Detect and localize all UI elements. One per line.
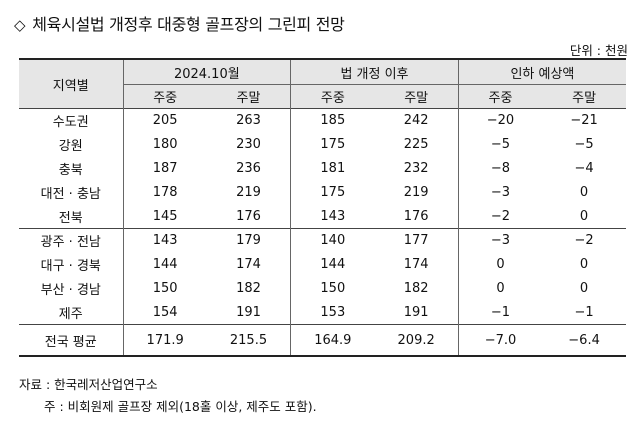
footnote: 주 : 비회원제 골프장 제외(18홀 이상, 제주도 포함). [44, 399, 317, 414]
value-cell: 144 [290, 252, 375, 277]
table-row: 광주 · 전남 143 179 140 177 −3 −2 [19, 227, 626, 253]
table-title: ◇ 체육시설법 개정후 대중형 골프장의 그린피 전망 [14, 11, 345, 35]
value-cell: 181 [290, 156, 375, 181]
table-row: 대구 · 경북 144 174 144 174 0 0 [19, 252, 626, 277]
region-cell: 대전 · 충남 [40, 186, 101, 202]
value-cell: 175 [290, 132, 375, 157]
value-cell: 154 [122, 300, 207, 325]
subheader-weekend: 주말 [542, 84, 626, 109]
total-label: 전국 평균 [19, 324, 123, 358]
value-cell: 176 [236, 208, 261, 224]
region-cell: 대구 · 경북 [40, 259, 101, 275]
value-cell: 185 [290, 107, 375, 133]
table-row: 수도권 205 263 185 242 −20 −21 [19, 107, 626, 133]
region-cell: 수도권 [19, 107, 123, 133]
value-cell: 177 [374, 227, 459, 253]
value-cell: 150 [290, 276, 375, 301]
value-cell: −3 [457, 180, 543, 205]
value-cell: 0 [457, 252, 543, 277]
value-cell: 0 [579, 280, 589, 296]
value-cell: 143 [122, 227, 207, 253]
value-cell: −8 [457, 156, 543, 181]
value-cell: 219 [236, 184, 261, 200]
value-cell: −20 [457, 107, 543, 133]
table-row: 대전 · 충남 178 219 175 219 −3 0 [19, 180, 626, 205]
table-row: 충북 187 236 181 232 −8 −4 [19, 156, 626, 181]
value-cell: 145 [122, 204, 207, 229]
value-cell: 205 [122, 107, 207, 133]
value-cell: 263 [206, 107, 291, 133]
table-row: 전북 145 176 143 176 −2 0 [19, 204, 626, 229]
total-value-cell: 215.5 [206, 324, 291, 358]
total-value-cell: −6.4 [542, 324, 626, 358]
table-row: 부산 · 경남 150 182 150 182 0 0 [19, 276, 626, 301]
value-cell: −2 [542, 227, 626, 253]
value-cell: 242 [374, 107, 459, 133]
region-cell: 전북 [58, 210, 83, 226]
value-cell: 143 [290, 204, 375, 229]
group-header-current: 2024.10월 [122, 58, 291, 85]
diamond-outline-icon: ◇ [14, 16, 26, 34]
value-cell: −5 [457, 132, 543, 157]
value-cell: 232 [403, 160, 429, 176]
value-cell: 174 [403, 257, 429, 273]
region-cell: 강원 [58, 139, 83, 155]
subheader-weekday: 주중 [457, 84, 543, 109]
value-cell: 153 [290, 300, 375, 325]
value-cell: −3 [457, 227, 543, 253]
value-cell: 179 [206, 227, 291, 253]
value-cell: −4 [574, 160, 594, 176]
value-cell: 140 [290, 227, 375, 253]
value-cell: 176 [403, 208, 429, 224]
value-cell: 0 [457, 276, 543, 301]
subheader-weekend: 주말 [374, 84, 459, 109]
value-cell: −1 [457, 300, 543, 325]
value-cell: 191 [236, 304, 261, 320]
group-header-reduction: 인하 예상액 [457, 58, 626, 85]
value-cell: 187 [122, 156, 207, 181]
region-cell: 제주 [58, 306, 83, 322]
value-cell: 191 [403, 304, 429, 320]
value-cell: 0 [579, 208, 589, 224]
unit-label: 단위 : 천원 [569, 43, 628, 58]
value-cell: 144 [122, 252, 207, 277]
value-cell: 150 [122, 276, 207, 301]
greenfee-table: 지역별 2024.10월 법 개정 이후 인하 예상액 주중 주말 주중 주말 … [19, 58, 626, 358]
region-cell: 부산 · 경남 [40, 282, 101, 298]
subheader-weekend: 주말 [206, 84, 291, 109]
total-row: 전국 평균 171.9 215.5 164.9 209.2 −7.0 −6.4 [19, 324, 626, 358]
value-cell: 175 [290, 180, 375, 205]
value-cell: 230 [236, 137, 261, 153]
value-cell: 182 [403, 280, 429, 296]
subheader-weekday: 주중 [122, 84, 207, 109]
value-cell: 236 [236, 160, 261, 176]
total-value-cell: 209.2 [374, 324, 459, 358]
region-cell: 광주 · 전남 [19, 227, 123, 253]
value-cell: 178 [122, 180, 207, 205]
region-header: 지역별 [19, 58, 123, 109]
title-text: 체육시설법 개정후 대중형 골프장의 그린피 전망 [32, 15, 345, 34]
table-body: 수도권 205 263 185 242 −20 −21 강원 180 230 1… [19, 107, 626, 358]
total-value-cell: 164.9 [290, 324, 375, 358]
total-value-cell: 171.9 [122, 324, 207, 358]
source-note: 자료 : 한국레저산업연구소 [19, 377, 158, 392]
table-row: 제주 154 191 153 191 −1 −1 [19, 300, 626, 325]
total-value-cell: −7.0 [457, 324, 543, 358]
value-cell: −1 [574, 304, 594, 320]
value-cell: 182 [236, 280, 261, 296]
value-cell: −5 [574, 137, 594, 153]
value-cell: 225 [403, 137, 429, 153]
table-header: 지역별 2024.10월 법 개정 이후 인하 예상액 주중 주말 주중 주말 … [19, 58, 626, 109]
value-cell: 219 [403, 184, 429, 200]
region-cell: 충북 [58, 162, 83, 178]
table-row: 강원 180 230 175 225 −5 −5 [19, 132, 626, 157]
value-cell: −21 [542, 107, 626, 133]
value-cell: 180 [122, 132, 207, 157]
value-cell: 0 [579, 184, 589, 200]
value-cell: −2 [457, 204, 543, 229]
value-cell: 0 [579, 257, 589, 273]
subheader-weekday: 주중 [290, 84, 375, 109]
group-header-after-law: 법 개정 이후 [290, 58, 459, 85]
value-cell: 174 [236, 257, 261, 273]
